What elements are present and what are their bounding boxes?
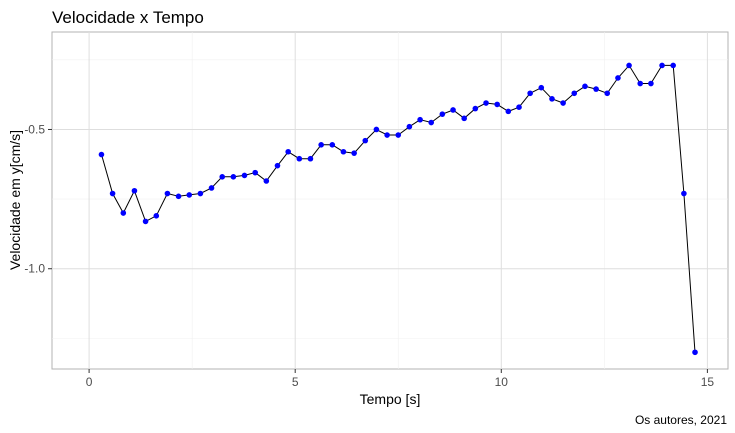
data-point	[593, 86, 599, 92]
data-point	[692, 349, 698, 356]
data-point	[472, 105, 479, 112]
data-point	[208, 185, 215, 191]
x-tick-label: 5	[292, 375, 299, 389]
data-point	[505, 108, 512, 115]
chart-title: Velocidade x Tempo	[52, 8, 204, 27]
data-point	[263, 178, 270, 184]
data-point	[560, 100, 566, 106]
data-point	[615, 75, 621, 81]
chart-caption: Os autores, 2021	[635, 413, 727, 427]
x-axis-label: Tempo [s]	[360, 391, 421, 407]
data-point	[670, 62, 676, 69]
data-point	[439, 111, 446, 117]
plot-panel	[51, 31, 729, 370]
data-point	[681, 190, 687, 197]
data-point	[318, 141, 324, 148]
x-tick-label: 0	[86, 375, 93, 389]
data-point	[109, 190, 116, 197]
data-point	[197, 190, 204, 197]
data-point	[406, 123, 413, 130]
data-point	[384, 132, 390, 138]
data-point	[450, 107, 456, 113]
y-tick-label: -0.5	[24, 122, 45, 136]
data-point	[329, 141, 336, 148]
data-point	[219, 174, 226, 180]
data-point	[648, 80, 654, 87]
x-tick-label: 15	[701, 375, 715, 389]
data-point	[230, 174, 237, 180]
data-point	[153, 213, 160, 219]
data-point	[395, 132, 402, 138]
data-point	[340, 148, 347, 155]
x-axis-ticks: 0 5 10 15	[86, 369, 715, 389]
y-axis-label: Velocidade em y[cm/s]	[7, 130, 23, 270]
data-point	[483, 100, 489, 106]
x-tick-label: 10	[495, 375, 509, 389]
data-point	[351, 150, 357, 156]
data-point	[373, 126, 380, 133]
major-gridlines	[52, 32, 728, 369]
data-point	[98, 151, 105, 158]
data-point	[296, 155, 303, 162]
series-layer	[98, 62, 698, 356]
data-point	[186, 192, 193, 198]
data-point	[582, 83, 588, 90]
data-point	[241, 172, 248, 179]
y-tick-label: -1.0	[24, 262, 45, 276]
data-point	[538, 84, 545, 91]
data-point	[274, 162, 281, 169]
data-point	[120, 210, 127, 216]
data-point	[285, 148, 291, 155]
data-point	[659, 62, 665, 69]
data-point	[626, 62, 632, 69]
data-point	[461, 115, 467, 122]
data-point	[175, 193, 182, 200]
y-axis-ticks: -1.0 -0.5	[24, 122, 52, 276]
data-point	[131, 187, 138, 194]
data-point	[516, 104, 522, 110]
data-point	[494, 101, 500, 108]
data-point	[637, 80, 644, 87]
data-point	[527, 90, 533, 97]
data-point	[362, 137, 369, 144]
data-point	[164, 190, 171, 197]
data-point	[571, 90, 578, 97]
data-point	[549, 96, 555, 102]
data-point	[252, 169, 259, 176]
data-point	[307, 155, 314, 162]
data-point	[142, 218, 149, 225]
data-point	[604, 90, 611, 97]
data-point	[428, 119, 435, 126]
data-point	[417, 116, 423, 123]
